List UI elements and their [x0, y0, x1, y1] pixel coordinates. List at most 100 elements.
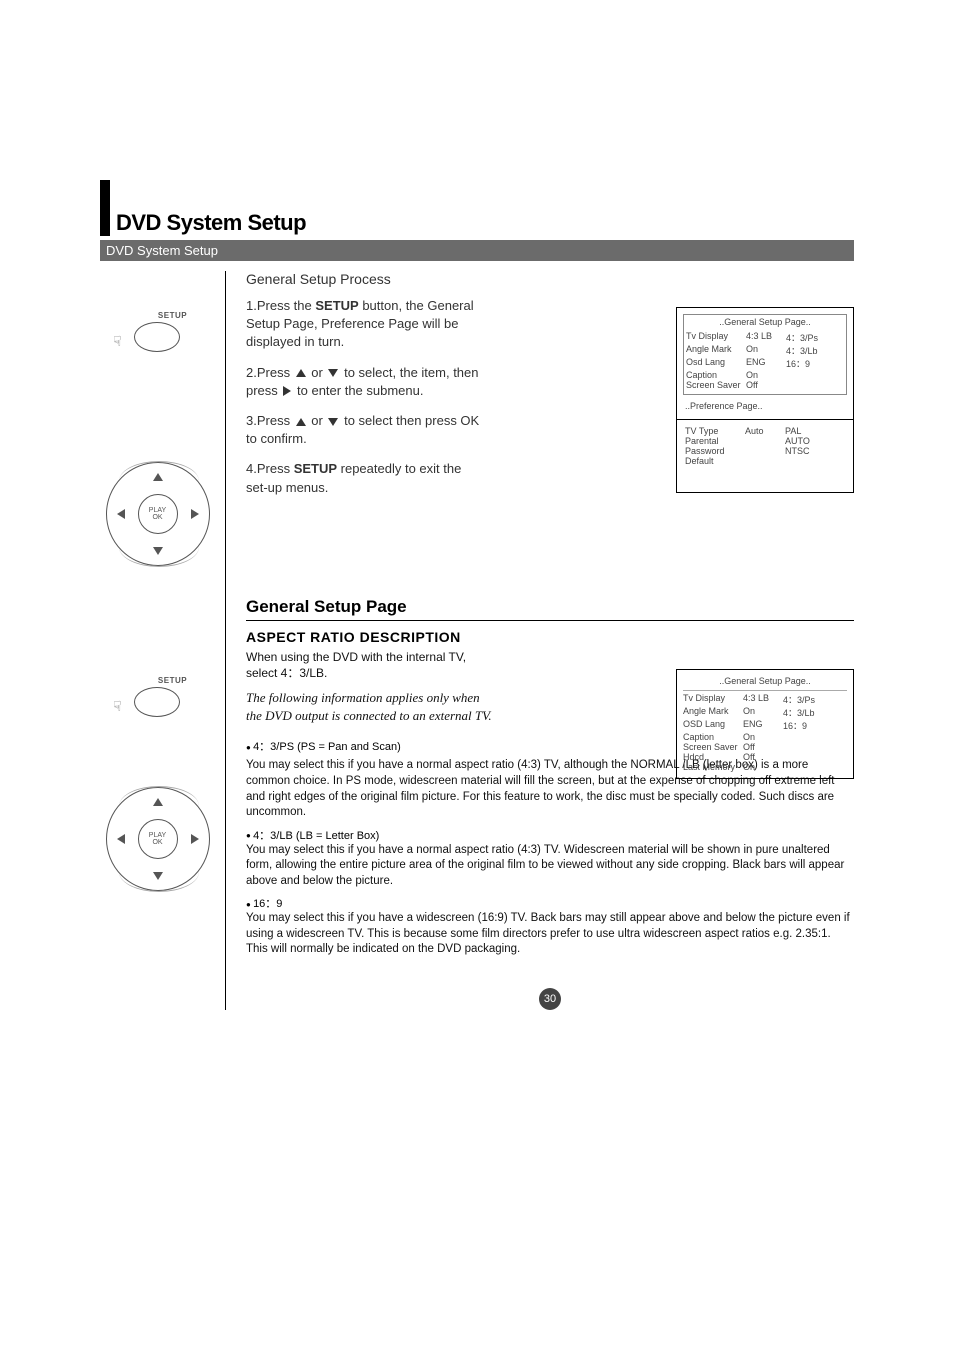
setup-word: SETUP [315, 298, 358, 313]
osd-cell [745, 456, 785, 466]
osd-cell [786, 380, 836, 390]
osd-cell: On [743, 762, 783, 772]
bullet-icon [246, 830, 253, 842]
osd-cell: Osd Lang [686, 357, 746, 370]
steps-area: 1.Press the SETUP button, the General Se… [246, 297, 854, 557]
text: or [308, 365, 327, 380]
osd-cell: Off [743, 742, 783, 752]
osd-row: CaptionOn [683, 732, 847, 742]
left-rail: SETUP ☟ PLAY OK SETUP ☟ [100, 271, 226, 1010]
aspect-intro: When using the DVD with the internal TV,… [246, 649, 496, 681]
osd-general-setup-box: ..General Setup Page.. Tv Display4:3 LB4… [676, 307, 854, 493]
osd-title: ..General Setup Page.. [686, 317, 844, 327]
up-triangle-icon [296, 369, 306, 377]
osd-rows: Tv Display4:3 LB4：3/PsAngle MarkOn4：3/Lb… [686, 331, 844, 390]
osd-cell: NTSC [785, 446, 835, 456]
bullet-head: 4：3/PS (PS = Pan and Scan) [253, 741, 401, 753]
setup-label: SETUP [130, 311, 215, 320]
step-4: 4.Press SETUP repeatedly to exit the set… [246, 460, 486, 496]
right-triangle-icon [283, 386, 291, 396]
step-3: 3.Press or to select then press OK to co… [246, 412, 486, 448]
osd-row: Screen SaverOff [686, 380, 844, 390]
dpad-arc [119, 461, 199, 501]
setup-button-icon: ☟ [134, 322, 180, 352]
left-arrow-icon [117, 509, 125, 519]
osd-cell: Hdcd [683, 752, 743, 762]
setup-word: SETUP [294, 461, 337, 476]
osd-cell [783, 762, 833, 772]
bullet-head: 4：3/LB (LB = Letter Box) [253, 830, 379, 842]
osd-row: PasswordNTSC [685, 446, 845, 456]
osd-screenshot-1: ..General Setup Page.. Tv Display4:3 LB4… [676, 307, 854, 493]
osd-cell: TV Type [685, 426, 745, 436]
osd-cell: Tv Display [686, 331, 746, 344]
bullet-lb: 4：3/LB (LB = Letter Box) [246, 827, 854, 843]
bullet-169: 16：9 [246, 895, 854, 911]
osd-cell: On [743, 706, 783, 719]
osd-cell: Caption [683, 732, 743, 742]
aspect-heading: ASPECT RATIO DESCRIPTION [246, 629, 854, 645]
text: 4.Press [246, 461, 294, 476]
text: 2.Press [246, 365, 294, 380]
osd-pref-title: ..Preference Page.. [683, 399, 847, 417]
osd-cell: Last Memory [683, 762, 743, 772]
osd-cell: 4:3 LB [743, 693, 783, 706]
osd-row: HdcdOff [683, 752, 847, 762]
osd-row: Default [685, 456, 845, 466]
finger-icon: ☟ [113, 698, 122, 715]
text: 1.Press the [246, 298, 315, 313]
dpad-illustration-1: PLAY OK [106, 462, 210, 566]
aspect-left-col: When using the DVD with the internal TV,… [246, 649, 496, 754]
bullet-head: 16：9 [253, 898, 282, 910]
osd-row: Angle MarkOn4：3/Lb [686, 344, 844, 357]
title-block: DVD System Setup [100, 180, 854, 236]
osd-cell [745, 446, 785, 456]
osd-row: Angle MarkOn4：3/Lb [683, 706, 847, 719]
page-number: 30 [539, 988, 561, 1010]
osd-row: Screen SaverOff [683, 742, 847, 752]
osd-cell: 4：3/Lb [786, 344, 836, 357]
step-2: 2.Press or to select, the item, then pre… [246, 364, 486, 400]
osd-pref-rows: TV TypeAutoPALParentalAUTOPasswordNTSCDe… [685, 426, 845, 466]
main-title: DVD System Setup [116, 210, 306, 236]
osd-cell [785, 456, 835, 466]
osd-title: ..General Setup Page.. [683, 676, 847, 686]
osd-cell [783, 752, 833, 762]
setup-label: SETUP [130, 676, 215, 685]
osd-cell: ENG [746, 357, 786, 370]
osd-cell: 4：3/Lb [783, 706, 833, 719]
dpad-arc [119, 852, 199, 892]
osd-cell: Off [743, 752, 783, 762]
osd-cell: 16：9 [783, 719, 833, 732]
osd-cell: ENG [743, 719, 783, 732]
down-triangle-icon [328, 369, 338, 377]
osd-row: Tv Display4:3 LB4：3/Ps [686, 331, 844, 344]
remote-setup-illustration-1: SETUP ☟ [100, 311, 215, 352]
osd-row: ParentalAUTO [685, 436, 845, 446]
process-heading: General Setup Process [246, 271, 854, 287]
osd-row: Osd LangENG16：9 [686, 357, 844, 370]
osd-row: TV TypeAutoPAL [685, 426, 845, 436]
ok-label: OK [152, 514, 162, 521]
osd-cell: Off [746, 380, 786, 390]
osd-cell: 4:3 LB [746, 331, 786, 344]
osd-row: Last MemoryOn [683, 762, 847, 772]
text: 3.Press [246, 413, 294, 428]
osd-cell [783, 732, 833, 742]
lb-body: You may select this if you have a normal… [246, 843, 854, 890]
play-label: PLAY [149, 832, 166, 839]
step-1: 1.Press the SETUP button, the General Se… [246, 297, 486, 352]
osd-cell: Auto [745, 426, 785, 436]
left-arrow-icon [117, 834, 125, 844]
dpad-arc [119, 786, 199, 826]
gsp-title: General Setup Page [246, 597, 854, 621]
osd-cell: Parental [685, 436, 745, 446]
steps-text: 1.Press the SETUP button, the General Se… [246, 297, 486, 497]
osd-cell: 16：9 [786, 357, 836, 370]
osd-cell: Angle Mark [686, 344, 746, 357]
play-label: PLAY [149, 507, 166, 514]
osd-cell: 4：3/Ps [783, 693, 833, 706]
osd-cell: PAL [785, 426, 835, 436]
osd-cell: Screen Saver [683, 742, 743, 752]
osd-screenshot-2: ..General Setup Page.. Tv Display4:3 LB4… [676, 669, 854, 779]
